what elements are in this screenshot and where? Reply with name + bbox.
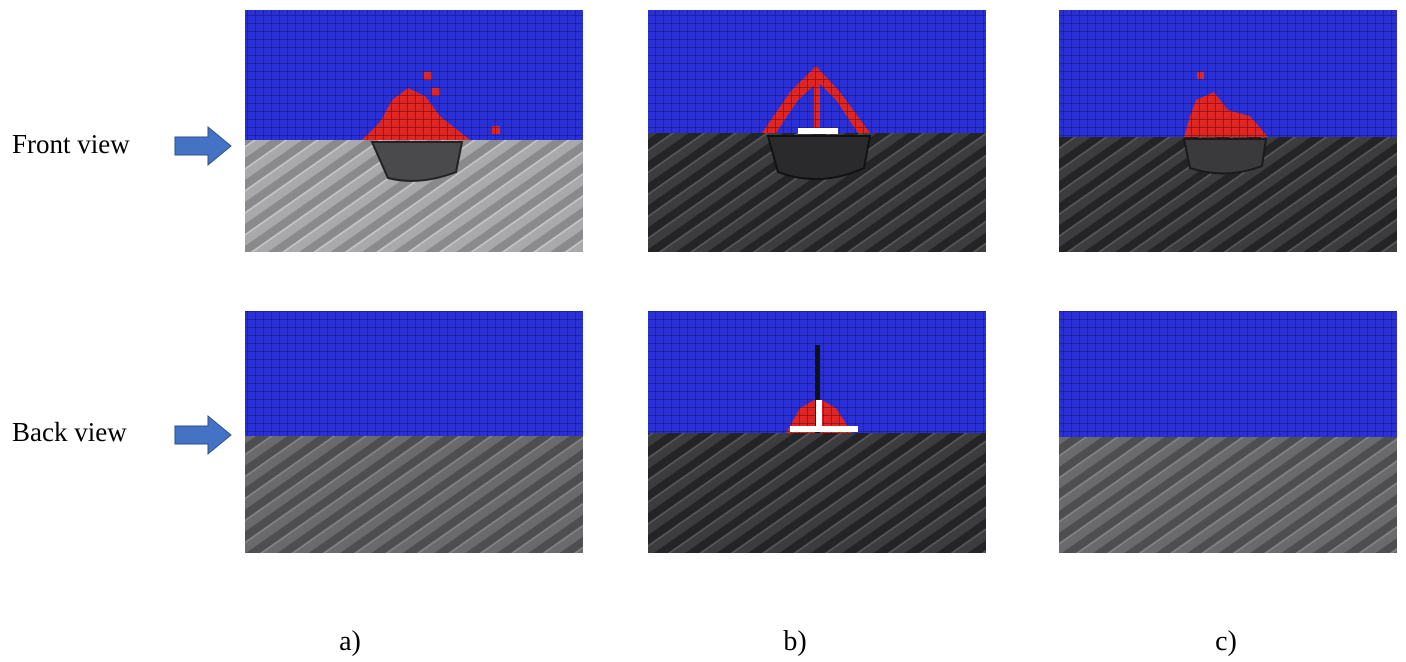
column-label: b) [783,626,806,657]
panel [1059,311,1397,553]
arrow [175,416,231,454]
panel [648,10,986,252]
panel [245,311,583,553]
panel [1059,10,1397,252]
column-label: a) [339,626,361,657]
column-label: c) [1215,626,1237,657]
row-label: Front view [12,129,130,159]
panel [648,311,986,553]
row-label: Back view [12,417,127,447]
panel [245,10,583,252]
arrow [175,127,231,165]
figure: Front view Back view [0,0,1406,662]
